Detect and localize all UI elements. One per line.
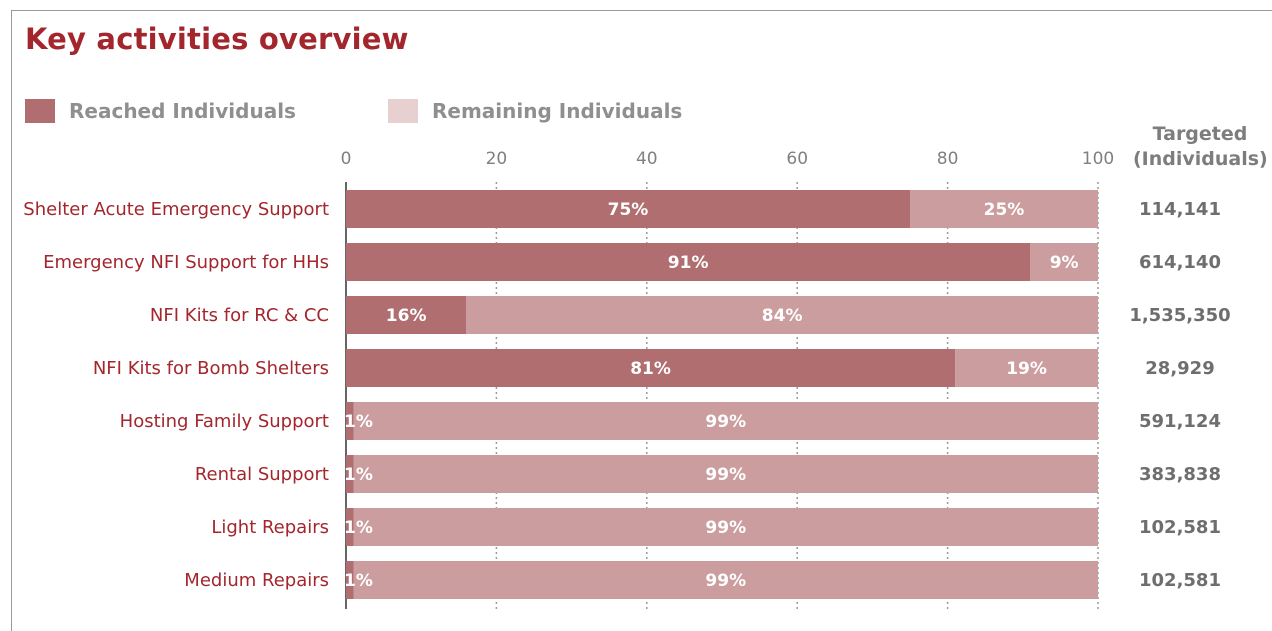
data-label-remaining-1: 9% (1050, 253, 1079, 273)
chart-frame (11, 10, 1272, 631)
bar-reached-1 (346, 243, 1031, 281)
legend-swatch-reached (25, 99, 55, 123)
data-label-remaining-2: 84% (762, 306, 803, 326)
targeted-header: Targeted (Individuals) (1133, 122, 1268, 172)
bar-remaining-0 (910, 190, 1098, 228)
bar-remaining-1 (1030, 243, 1098, 281)
bar-remaining-3 (955, 349, 1098, 387)
targeted-value-2: 1,535,350 (1129, 305, 1230, 326)
bar-reached-5 (346, 455, 354, 493)
category-label-1: Emergency NFI Support for HHs (43, 252, 329, 273)
data-label-reached-4: 1% (344, 412, 373, 432)
category-label-6: Light Repairs (211, 517, 329, 538)
category-label-2: NFI Kits for RC & CC (150, 305, 329, 326)
bar-chart: 0 20 40 60 80 100 Shelter Acute Emergency Supp… (23, 149, 1231, 609)
data-label-reached-3: 81% (630, 359, 671, 379)
targeted-value-5: 383,838 (1139, 464, 1221, 485)
chart-title: Key activities overview (25, 22, 409, 56)
targeted-value-0: 114,141 (1139, 199, 1221, 220)
category-label-5: Rental Support (195, 464, 329, 485)
data-label-reached-6: 1% (344, 518, 373, 538)
data-label-reached-0: 75% (608, 200, 649, 220)
bar-reached-0 (346, 190, 910, 228)
x-tick-label-60: 60 (786, 149, 808, 169)
targeted-header-line1: Targeted (1152, 123, 1248, 145)
bar-remaining-6 (353, 508, 1098, 546)
bar-reached-4 (346, 402, 354, 440)
legend-label-remaining: Remaining Individuals (432, 99, 683, 123)
bar-remaining-4 (353, 402, 1098, 440)
data-label-remaining-6: 99% (705, 518, 746, 538)
category-label-3: NFI Kits for Bomb Shelters (93, 358, 329, 379)
category-label-4: Hosting Family Support (120, 411, 329, 432)
targeted-header-line2: (Individuals) (1133, 148, 1268, 170)
targeted-value-4: 591,124 (1139, 411, 1221, 432)
x-tick-label-80: 80 (937, 149, 959, 169)
x-tick-label-100: 100 (1082, 149, 1114, 169)
bar-remaining-2 (466, 296, 1098, 334)
bar-reached-7 (346, 561, 354, 599)
bar-reached-6 (346, 508, 354, 546)
legend-item-reached: Reached Individuals (25, 98, 296, 124)
data-label-remaining-0: 25% (984, 200, 1025, 220)
targeted-value-7: 102,581 (1139, 570, 1221, 591)
legend-swatch-remaining (388, 99, 418, 123)
data-label-reached-7: 1% (344, 571, 373, 591)
bar-reached-3 (346, 349, 956, 387)
data-label-reached-1: 91% (668, 253, 709, 273)
bar-remaining-7 (353, 561, 1098, 599)
category-label-7: Medium Repairs (184, 570, 329, 591)
x-tick-label-40: 40 (636, 149, 658, 169)
data-label-reached-5: 1% (344, 465, 373, 485)
data-label-remaining-4: 99% (705, 412, 746, 432)
x-tick-label-20: 20 (486, 149, 508, 169)
data-label-remaining-3: 19% (1006, 359, 1047, 379)
data-label-remaining-5: 99% (705, 465, 746, 485)
targeted-value-3: 28,929 (1145, 358, 1214, 379)
targeted-value-1: 614,140 (1139, 252, 1221, 273)
x-tick-label-0: 0 (341, 149, 352, 169)
legend-label-reached: Reached Individuals (69, 99, 296, 123)
targeted-value-6: 102,581 (1139, 517, 1221, 538)
bar-reached-2 (346, 296, 467, 334)
data-label-reached-2: 16% (386, 306, 427, 326)
legend-item-remaining: Remaining Individuals (388, 98, 682, 124)
data-label-remaining-7: 99% (705, 571, 746, 591)
category-label-0: Shelter Acute Emergency Support (23, 199, 329, 220)
bar-remaining-5 (353, 455, 1098, 493)
